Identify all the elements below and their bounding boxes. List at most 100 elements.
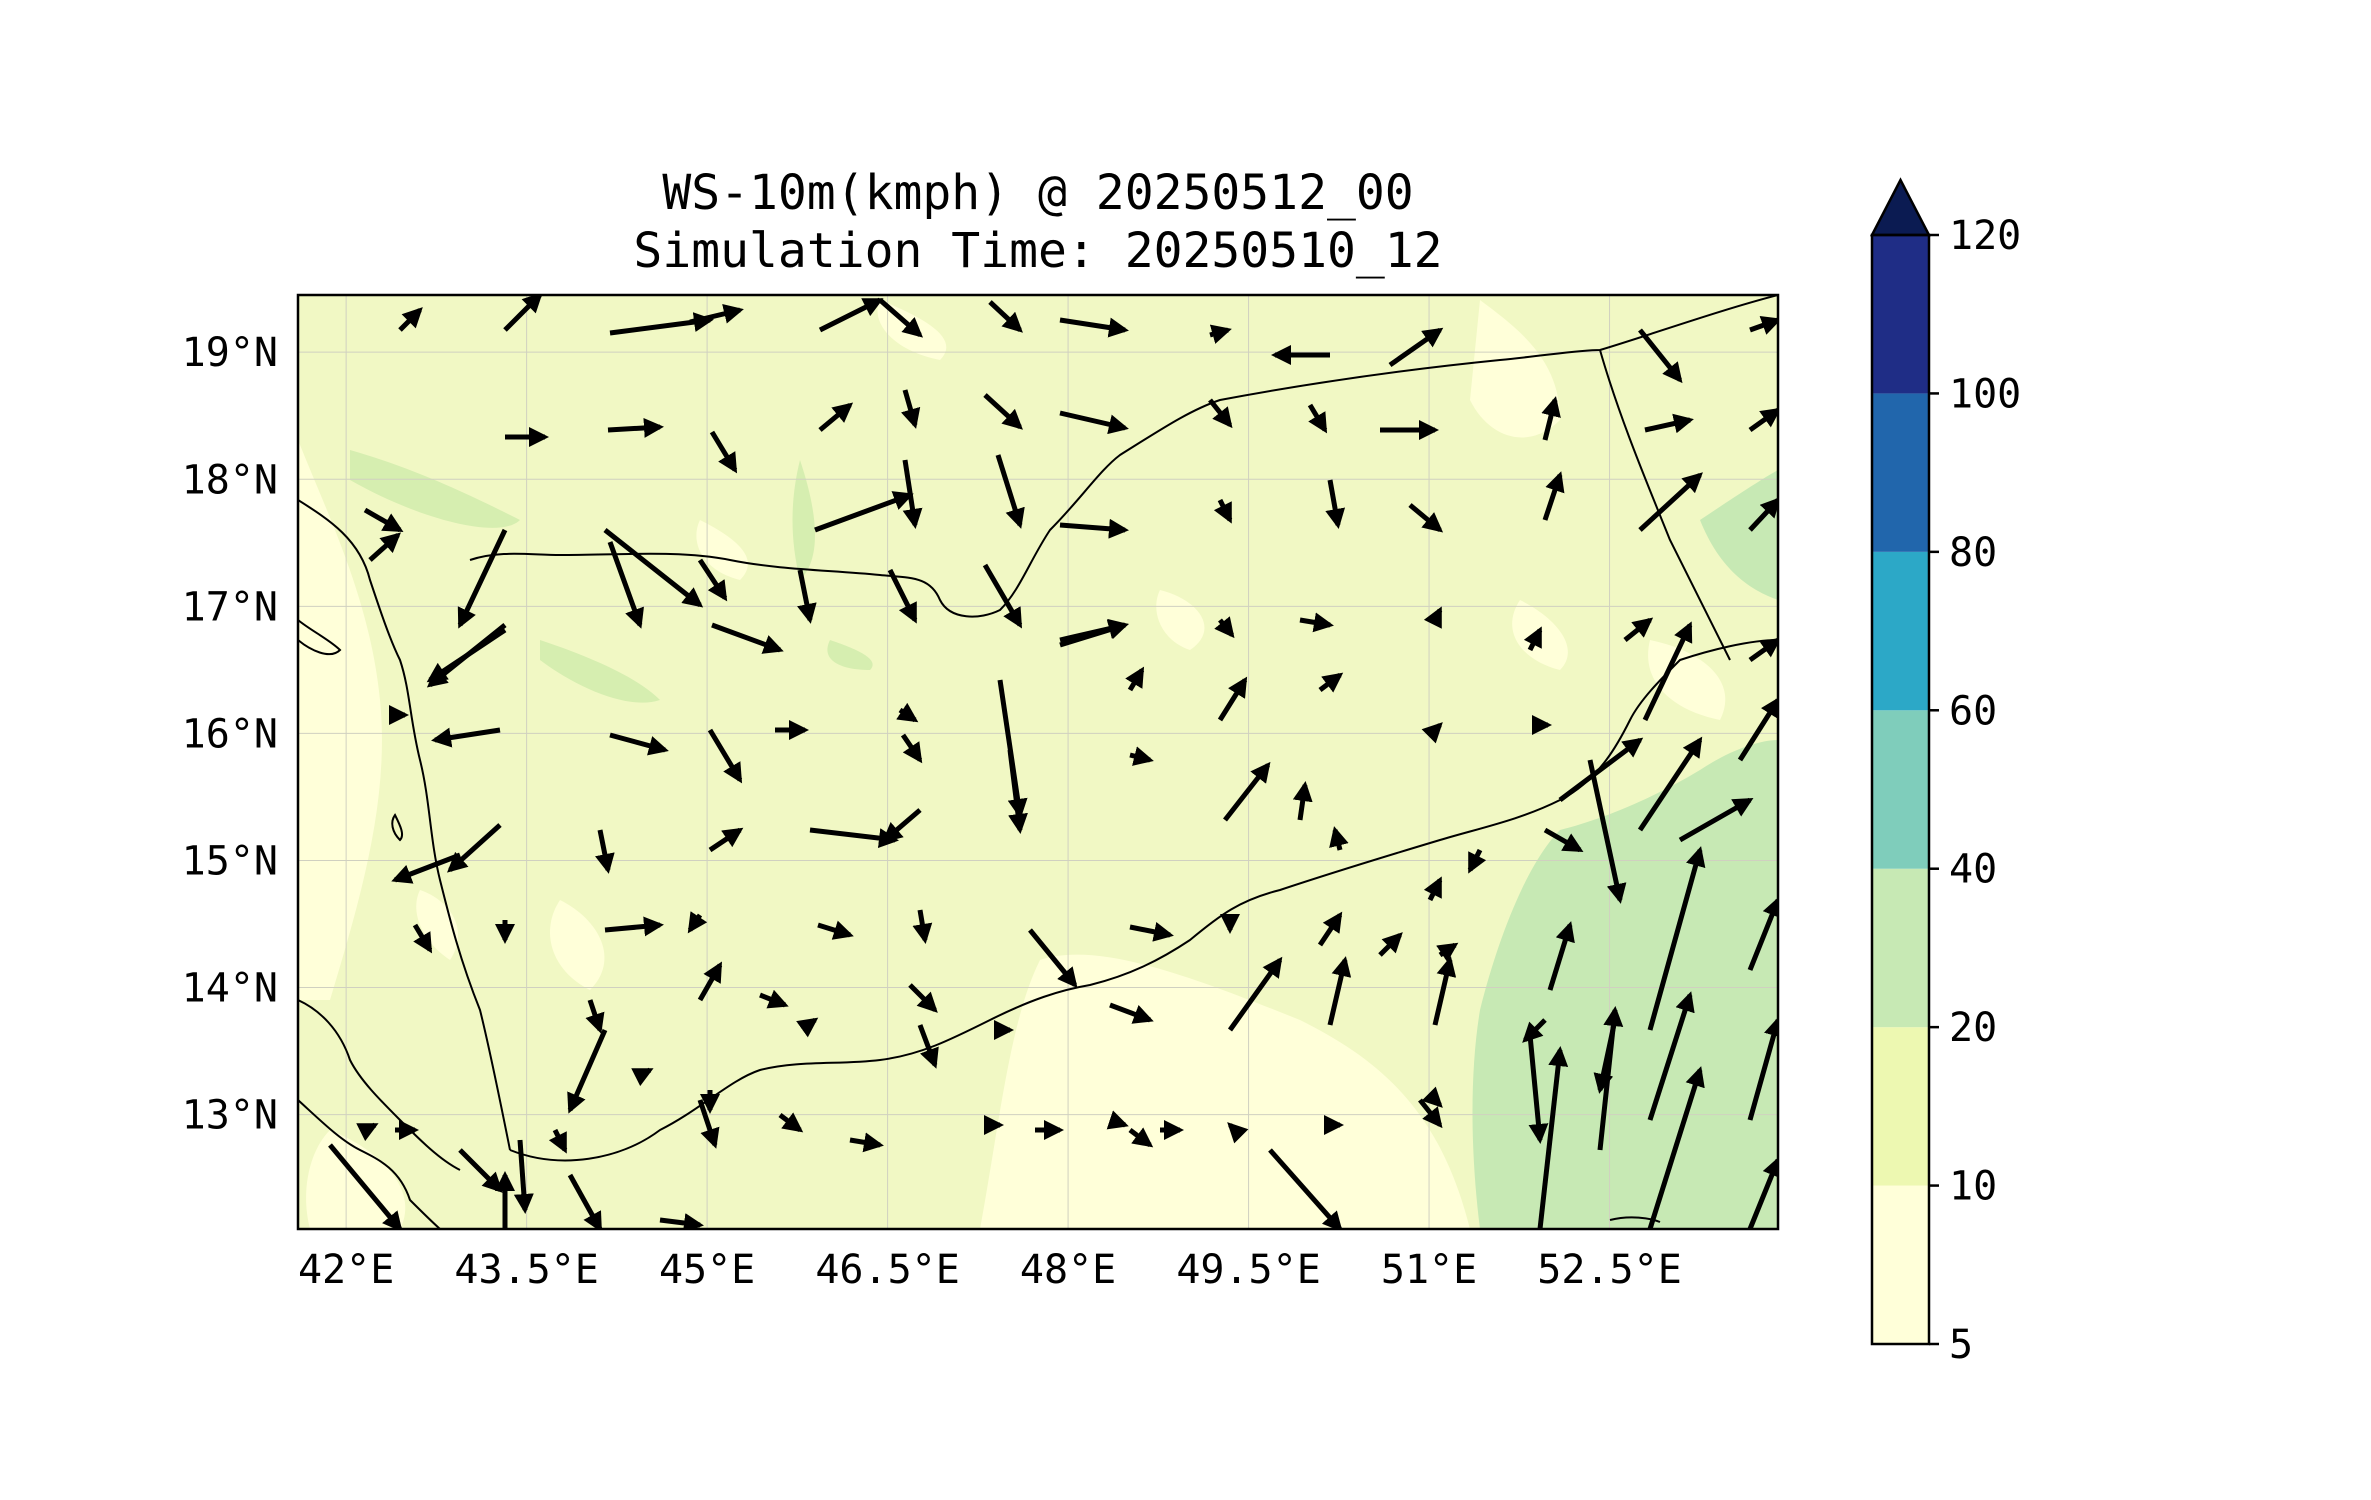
wind-arrow xyxy=(1125,666,1145,692)
wind-arrow xyxy=(1647,991,1695,1121)
wind-arrow xyxy=(328,1143,403,1229)
yemen-oman-border xyxy=(1599,349,1731,661)
wind-arrow xyxy=(887,568,918,624)
wind-arrow xyxy=(1747,896,1778,971)
wind-vector-arrows xyxy=(328,295,1778,1229)
colorbar-tick-label: 120 xyxy=(1949,213,2021,259)
wind-arrow xyxy=(1028,928,1078,989)
colorbar-tick-label: 20 xyxy=(1949,1005,1997,1051)
wind-arrow xyxy=(1106,1110,1129,1130)
map-plot-area xyxy=(296,293,1780,1231)
wind-arrow xyxy=(1523,626,1543,652)
wind-arrow xyxy=(1209,324,1232,344)
lon-tick-label: 42°E xyxy=(298,1247,394,1293)
wind-arrow xyxy=(1542,471,1565,521)
wind-arrow xyxy=(983,393,1023,430)
wind-arrow xyxy=(697,1099,720,1149)
colorbar-tick-label: 5 xyxy=(1949,1322,1973,1368)
djibouti-coastline xyxy=(298,1099,441,1229)
wind-arrow xyxy=(1748,637,1778,663)
lat-tick-label: 18°N xyxy=(182,457,278,503)
lon-tick-label: 48°E xyxy=(1020,1247,1116,1293)
colorbar-tick-label: 40 xyxy=(1949,847,1997,893)
map-title-line-2: Simulation Time: 20250510_12 xyxy=(633,223,1443,279)
wind-arrow xyxy=(1213,498,1233,524)
wind-arrow xyxy=(1007,749,1028,834)
lon-tick-label: 46.5°E xyxy=(815,1247,960,1293)
wind-arrow xyxy=(1317,911,1343,947)
wind-arrow xyxy=(1678,797,1754,843)
wind-arrow xyxy=(458,1148,503,1193)
map-gridlines xyxy=(298,295,1778,1229)
wind-arrow xyxy=(607,417,664,438)
colorbar-segment xyxy=(1872,551,1929,711)
map-frame xyxy=(296,293,1780,1231)
wind-arrow xyxy=(988,300,1023,333)
wind-arrow xyxy=(711,622,784,654)
wind-arrow xyxy=(1647,1066,1705,1229)
wind-arrow xyxy=(1737,696,1778,762)
wind-arrow xyxy=(1547,921,1575,991)
colorbar-tick-label: 100 xyxy=(1949,371,2021,417)
wind-arrow xyxy=(631,1067,654,1087)
wind-arrow xyxy=(1421,722,1443,744)
wind-arrow xyxy=(1537,1046,1569,1229)
wind-arrow xyxy=(878,298,924,338)
wind-arrow xyxy=(585,999,605,1034)
wind-arrow xyxy=(1408,503,1444,533)
lat-tick-label: 13°N xyxy=(182,1093,278,1139)
wind-arrow xyxy=(797,569,817,624)
lat-tick-label: 14°N xyxy=(182,966,278,1012)
socotra-tip xyxy=(1609,1216,1661,1223)
wind-arrow xyxy=(982,563,1023,629)
colorbar-segment xyxy=(1872,1027,1929,1186)
colorbar-tick-label: 10 xyxy=(1949,1164,1997,1210)
wind-arrow xyxy=(995,454,1025,529)
lon-tick-label: 43.5°E xyxy=(454,1247,599,1293)
wind-arrow xyxy=(1637,736,1703,832)
wind-arrow xyxy=(426,623,507,688)
lat-tick-label: 19°N xyxy=(182,330,278,376)
wind-arrow xyxy=(1749,315,1778,335)
wind-arrow xyxy=(881,808,922,843)
wind-arrow xyxy=(1747,1156,1778,1229)
wind-arrow xyxy=(1214,616,1235,639)
wind-arrow xyxy=(1329,826,1349,851)
wind-arrow xyxy=(1638,328,1683,384)
wind-arrow xyxy=(1642,621,1693,722)
wind-arrow xyxy=(1543,827,1584,853)
wind-arrow xyxy=(1227,956,1283,1032)
wind-arrow xyxy=(1109,1002,1154,1024)
wind-arrow xyxy=(1299,612,1334,633)
wind-arrow xyxy=(1436,942,1459,963)
colorbar-segment xyxy=(1872,710,1929,869)
wind-arrow xyxy=(1558,737,1644,802)
red-sea-coastline xyxy=(298,499,511,1151)
wind-arrow xyxy=(708,827,744,853)
wind-arrow xyxy=(809,827,899,849)
map-title-line-1: WS-10m(kmph) @ 20250512_00 xyxy=(662,165,1414,221)
wind-arrow xyxy=(1418,1098,1443,1129)
wind-arrow xyxy=(1467,848,1487,874)
wind-arrow xyxy=(356,1122,379,1142)
wind-arrow xyxy=(1217,676,1248,722)
lon-tick-label: 51°E xyxy=(1381,1247,1477,1293)
wind-arrow xyxy=(1747,1016,1778,1121)
wind-arrow xyxy=(1059,618,1129,643)
wind-arrow xyxy=(447,823,502,873)
wind-arrow xyxy=(659,1213,704,1229)
wind-arrow xyxy=(1748,497,1778,532)
kamaran-island xyxy=(391,813,404,842)
wind-arrow xyxy=(1647,846,1706,1031)
wind-arrow xyxy=(1059,410,1129,435)
wind-arrow xyxy=(1388,327,1444,368)
wind-arrow xyxy=(1527,1034,1549,1144)
wind-arrow xyxy=(908,983,938,1013)
wind-arrow xyxy=(912,909,933,944)
wind-arrow xyxy=(1227,1122,1249,1144)
wind-arrow xyxy=(707,728,743,784)
colorbar-segment xyxy=(1872,235,1929,394)
lon-tick-label: 49.5°E xyxy=(1176,1247,1321,1293)
lat-tick-label: 17°N xyxy=(182,584,278,630)
wind-arrow xyxy=(697,558,728,602)
